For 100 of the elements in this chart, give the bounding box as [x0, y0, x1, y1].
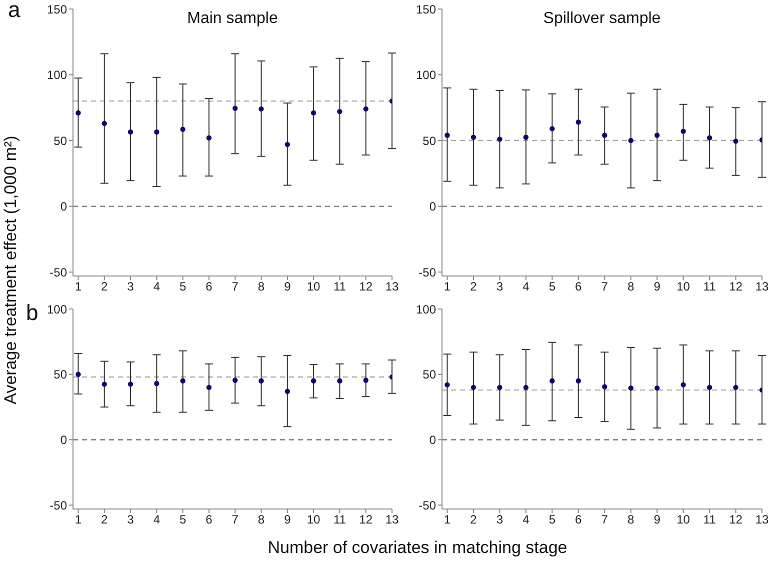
x-tick-label: 3 — [496, 280, 504, 294]
point — [444, 382, 450, 388]
y-axis-title: Average treatment effect (1,000 m²) — [1, 134, 21, 406]
x-tick-label: 13 — [385, 512, 399, 527]
x-tick-label: 6 — [206, 280, 213, 294]
x-tick-label: 3 — [496, 512, 504, 527]
point — [206, 135, 212, 140]
x-tick-label: 2 — [470, 512, 478, 527]
x-tick-label: 5 — [548, 512, 556, 527]
point — [523, 384, 529, 390]
x-tick-label: 2 — [101, 280, 108, 294]
point — [523, 134, 529, 140]
x-tick-label: 9 — [654, 280, 661, 294]
text: a — [8, 0, 20, 23]
point — [576, 120, 581, 125]
x-tick-label: 2 — [470, 280, 478, 294]
point — [284, 388, 290, 394]
x-tick-label: 12 — [359, 512, 373, 527]
point — [733, 138, 738, 144]
point — [444, 132, 450, 138]
y-tick-label: -50 — [418, 265, 436, 280]
chart-title: Main sample — [186, 10, 279, 28]
x-tick-label: 9 — [654, 512, 661, 527]
y-tick-label: 0 — [429, 432, 436, 447]
x-tick-label: 6 — [575, 280, 582, 294]
x-tick-label: 1 — [444, 280, 451, 294]
x-tick-label: 8 — [258, 512, 265, 527]
point — [232, 378, 238, 383]
x-tick-label: 5 — [548, 280, 556, 294]
point — [128, 129, 134, 135]
x-tick-label: 9 — [284, 512, 292, 527]
point — [258, 378, 264, 384]
point — [470, 384, 476, 390]
x-tick-label: 11 — [703, 280, 716, 294]
x-tick-label: 5 — [179, 280, 186, 294]
point — [337, 108, 342, 114]
y-tick-label: 100 — [416, 68, 436, 82]
x-tick-label: 10 — [306, 280, 321, 294]
point — [497, 384, 502, 390]
x-tick-label: 12 — [359, 280, 373, 294]
y-tick-label: 50 — [422, 368, 436, 382]
x-tick-label: 6 — [206, 512, 213, 527]
x-tick-label: 8 — [628, 512, 635, 527]
point — [706, 384, 712, 390]
point — [602, 132, 608, 138]
x-tick-label: 4 — [153, 512, 160, 527]
point — [76, 110, 81, 116]
point — [232, 106, 238, 111]
x-tick-label: 13 — [755, 512, 769, 527]
point — [102, 120, 107, 126]
x-tick-label: 11 — [333, 512, 346, 527]
x-tick-label: 9 — [284, 280, 292, 294]
x-tick-label: 10 — [306, 512, 321, 527]
chart-title: Spillover sample — [542, 10, 662, 28]
y-tick-label: 100 — [46, 68, 68, 82]
point — [497, 136, 502, 142]
point — [337, 378, 342, 384]
point — [310, 378, 316, 384]
point — [733, 384, 738, 390]
point — [602, 384, 608, 390]
y-tick-label: 0 — [60, 200, 68, 214]
x-tick-label: 8 — [628, 280, 635, 294]
point — [310, 110, 316, 116]
x-tick-label: 7 — [232, 512, 239, 527]
point — [363, 378, 368, 383]
point — [628, 138, 634, 144]
point — [363, 106, 368, 112]
x-tick-label: 10 — [676, 512, 690, 527]
point — [680, 128, 686, 134]
x-tick-label: 13 — [755, 280, 769, 294]
point — [706, 135, 712, 140]
x-tick-label: 12 — [729, 512, 743, 527]
point — [654, 132, 660, 138]
point — [258, 106, 264, 112]
point — [128, 382, 134, 387]
point — [102, 382, 107, 387]
point — [154, 380, 160, 386]
y-tick-label: -50 — [50, 498, 68, 512]
y-tick-label: 150 — [46, 2, 68, 16]
point — [470, 134, 476, 140]
y-tick-label: 0 — [60, 432, 68, 447]
point — [206, 384, 212, 390]
point — [180, 126, 186, 132]
x-tick-label: 4 — [153, 280, 160, 294]
y-tick-label: -50 — [418, 498, 436, 512]
y-tick-label: 50 — [54, 134, 68, 148]
point — [576, 378, 581, 384]
x-tick-label: 7 — [601, 280, 608, 294]
x-tick-label: 4 — [522, 512, 530, 527]
y-tick-label: -50 — [50, 265, 68, 280]
y-tick-label: 100 — [46, 302, 68, 316]
x-tick-label: 1 — [74, 512, 82, 527]
point — [284, 142, 290, 148]
point — [628, 385, 634, 391]
x-tick-label: 11 — [333, 280, 346, 294]
y-tick-label: 50 — [422, 134, 436, 148]
x-tick-label: 7 — [601, 512, 608, 527]
x-tick-label: 12 — [729, 280, 743, 294]
x-tick-label: 6 — [575, 512, 582, 527]
x-tick-label: 11 — [703, 512, 716, 527]
